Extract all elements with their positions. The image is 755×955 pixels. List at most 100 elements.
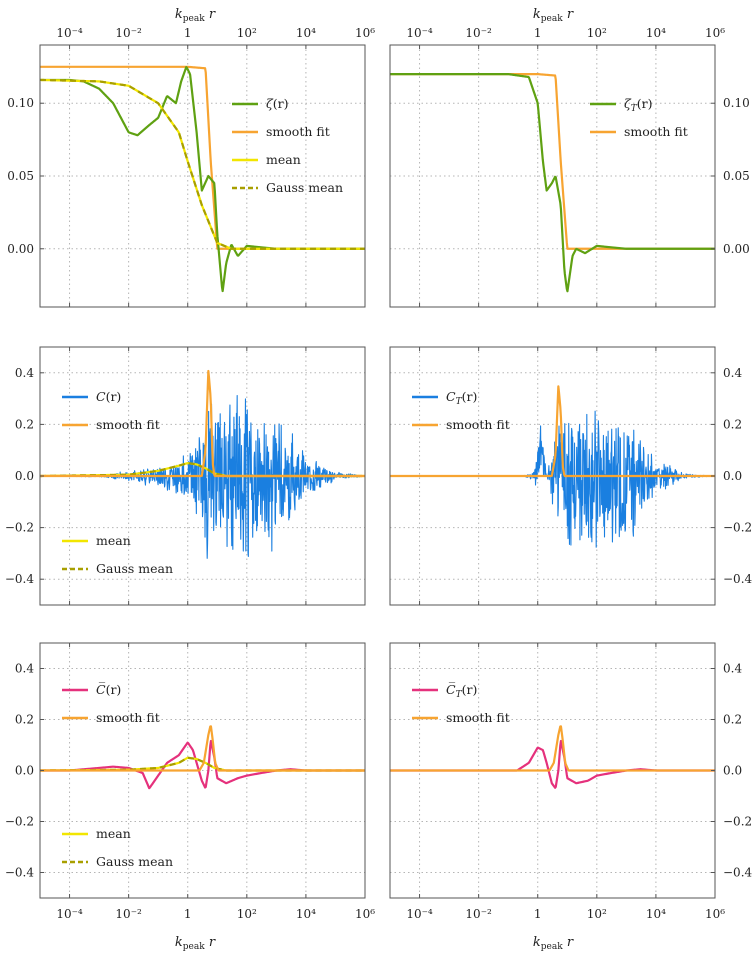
- x-axis-label-bottom-right: kpeak r: [533, 935, 574, 952]
- legend-label-mean: mean: [96, 533, 131, 548]
- x-tick-label: 10⁻⁴: [56, 907, 83, 921]
- y-tick-label: 0.0: [723, 469, 742, 483]
- y-tick-label: 0.4: [723, 366, 742, 380]
- legend-label-C: C(r): [96, 389, 121, 404]
- y-tick-label: 0.2: [723, 417, 742, 431]
- x-tick-label: 10⁻²: [115, 26, 142, 40]
- axis-labels: kpeak r kpeak r kpeak r kpeak r: [175, 7, 574, 952]
- y-tick-label: 0.10: [7, 96, 34, 110]
- x-tick-label: 10⁻⁴: [406, 26, 433, 40]
- legend: CT(r) smooth fit: [412, 389, 510, 432]
- panel-zeta-right: 10⁻⁴ 10⁻² 1 10² 10⁴ 10⁶ 0.00 0.05 0.10 ζT(r) smoot…: [389, 26, 750, 308]
- x-tick-label: 1: [184, 907, 192, 921]
- plot-area: [40, 369, 365, 559]
- y-tick-label: 0.05: [723, 169, 750, 183]
- x-tick-label: 1: [534, 26, 542, 40]
- plot-area: [390, 73, 715, 293]
- y-tick-label: 0.2: [15, 417, 34, 431]
- legend-label-gauss: Gauss mean: [266, 180, 343, 195]
- y-tick-label: −0.4: [723, 866, 753, 880]
- x-tick-label: 10⁻²: [465, 26, 492, 40]
- y-tick-label: −0.4: [723, 572, 753, 586]
- legend-label-C: CT(r): [446, 389, 477, 407]
- series-mean: [40, 78, 365, 250]
- x-tick-label: 10²: [237, 907, 257, 921]
- y-tick-label: 0.4: [15, 366, 34, 380]
- x-tick-label: 10⁴: [296, 907, 316, 921]
- y-tick-label: −0.4: [5, 866, 35, 880]
- x-tick-label: 10⁴: [646, 907, 666, 921]
- y-tick-label: 0.10: [723, 96, 750, 110]
- x-tick-label: 10⁴: [296, 26, 316, 40]
- y-tick-label: 0.05: [7, 169, 34, 183]
- legend: C̅(r) smooth fit mean Gauss mean: [62, 682, 173, 869]
- plot-area: [390, 725, 715, 789]
- legend-label-gauss: Gauss mean: [96, 561, 173, 576]
- x-tick-label: 1: [184, 26, 192, 40]
- legend: C(r) smooth fit mean Gauss mean: [62, 389, 173, 576]
- x-tick-label: 10⁶: [705, 26, 725, 40]
- y-tick-label: −0.2: [723, 521, 752, 535]
- series-smooth: [390, 725, 715, 772]
- x-tick-label: 10⁶: [355, 26, 375, 40]
- legend-label-Cbar: C̅(r): [96, 682, 121, 697]
- series-smooth: [40, 725, 365, 772]
- x-tick-label: 10²: [587, 907, 607, 921]
- x-tick-label: 10²: [587, 26, 607, 40]
- plot-area: [390, 385, 715, 548]
- series-smooth: [40, 65, 365, 250]
- y-tick-label: −0.2: [5, 521, 34, 535]
- x-tick-label: 10⁶: [705, 907, 725, 921]
- legend-label-smooth: smooth fit: [446, 710, 510, 725]
- y-tick-label: 0.4: [723, 662, 742, 676]
- legend: ζ(r) smooth fit mean Gauss mean: [232, 96, 343, 195]
- x-axis-label-top-left: kpeak r: [175, 7, 216, 24]
- x-tick-label: 1: [534, 907, 542, 921]
- legend-label-smooth: smooth fit: [266, 124, 330, 139]
- series-smooth: [390, 73, 715, 250]
- x-tick-label: 10⁴: [646, 26, 666, 40]
- x-tick-label: 10⁻⁴: [56, 26, 83, 40]
- panel-C-left: −0.4 −0.2 0.0 0.2 0.4 C(r) smooth fit mean Gauss…: [5, 346, 366, 606]
- panel-C-right: −0.4 −0.2 0.0 0.2 0.4 CT(r) smooth fit: [389, 346, 753, 606]
- series-zeta: [390, 73, 715, 293]
- y-tick-label: 0.0: [15, 469, 34, 483]
- series-gauss: [40, 78, 365, 250]
- legend-label-smooth: smooth fit: [446, 417, 510, 432]
- plot-area: [40, 65, 365, 293]
- legend-label-gauss: Gauss mean: [96, 854, 173, 869]
- panel-Cbar-left: 10⁻⁴ 10⁻² 1 10² 10⁴ 10⁶ −0.4 −0.2 0.0 0.2 0.4 C̅(r)…: [5, 642, 375, 921]
- legend-label-mean: mean: [266, 152, 301, 167]
- y-tick-label: 0.00: [723, 242, 750, 256]
- y-tick-label: −0.2: [723, 815, 752, 829]
- x-tick-label: 10⁻⁴: [406, 907, 433, 921]
- y-tick-label: −0.2: [5, 815, 34, 829]
- series-smooth: [390, 385, 715, 478]
- x-tick-label: 10⁻²: [465, 907, 492, 921]
- plot-area: [40, 725, 365, 790]
- legend-label-mean: mean: [96, 826, 131, 841]
- x-tick-label: 10²: [237, 26, 257, 40]
- series-C: [390, 410, 715, 548]
- x-axis-label-bottom-left: kpeak r: [175, 935, 216, 952]
- x-axis-label-top-right: kpeak r: [533, 7, 574, 24]
- series-smooth: [40, 369, 365, 478]
- legend-label-smooth: smooth fit: [96, 710, 160, 725]
- legend-label-smooth: smooth fit: [624, 124, 688, 139]
- x-tick-label: 10⁻²: [115, 907, 142, 921]
- legend-label-zeta: ζ(r): [266, 96, 289, 111]
- legend-label-smooth: smooth fit: [96, 417, 160, 432]
- y-tick-label: 0.00: [7, 242, 34, 256]
- x-tick-label: 10⁶: [355, 907, 375, 921]
- y-tick-label: 0.2: [15, 713, 34, 727]
- legend: C̅T(r) smooth fit: [412, 682, 510, 725]
- panel-Cbar-right: 10⁻⁴ 10⁻² 1 10² 10⁴ 10⁶ −0.4 −0.2 0.0 0.2 0.4 C̅T(r…: [389, 642, 753, 921]
- panel-zeta-left: 10⁻⁴ 10⁻² 1 10² 10⁴ 10⁶ 0.00 0.05 0.10 ζ(r) smooth…: [7, 26, 375, 308]
- y-tick-label: 0.2: [723, 713, 742, 727]
- y-tick-label: 0.0: [15, 764, 34, 778]
- legend-label-zeta: ζT(r): [624, 96, 653, 114]
- legend-label-Cbar: C̅T(r): [446, 682, 477, 700]
- y-tick-label: −0.4: [5, 572, 35, 586]
- legend: ζT(r) smooth fit: [590, 96, 688, 139]
